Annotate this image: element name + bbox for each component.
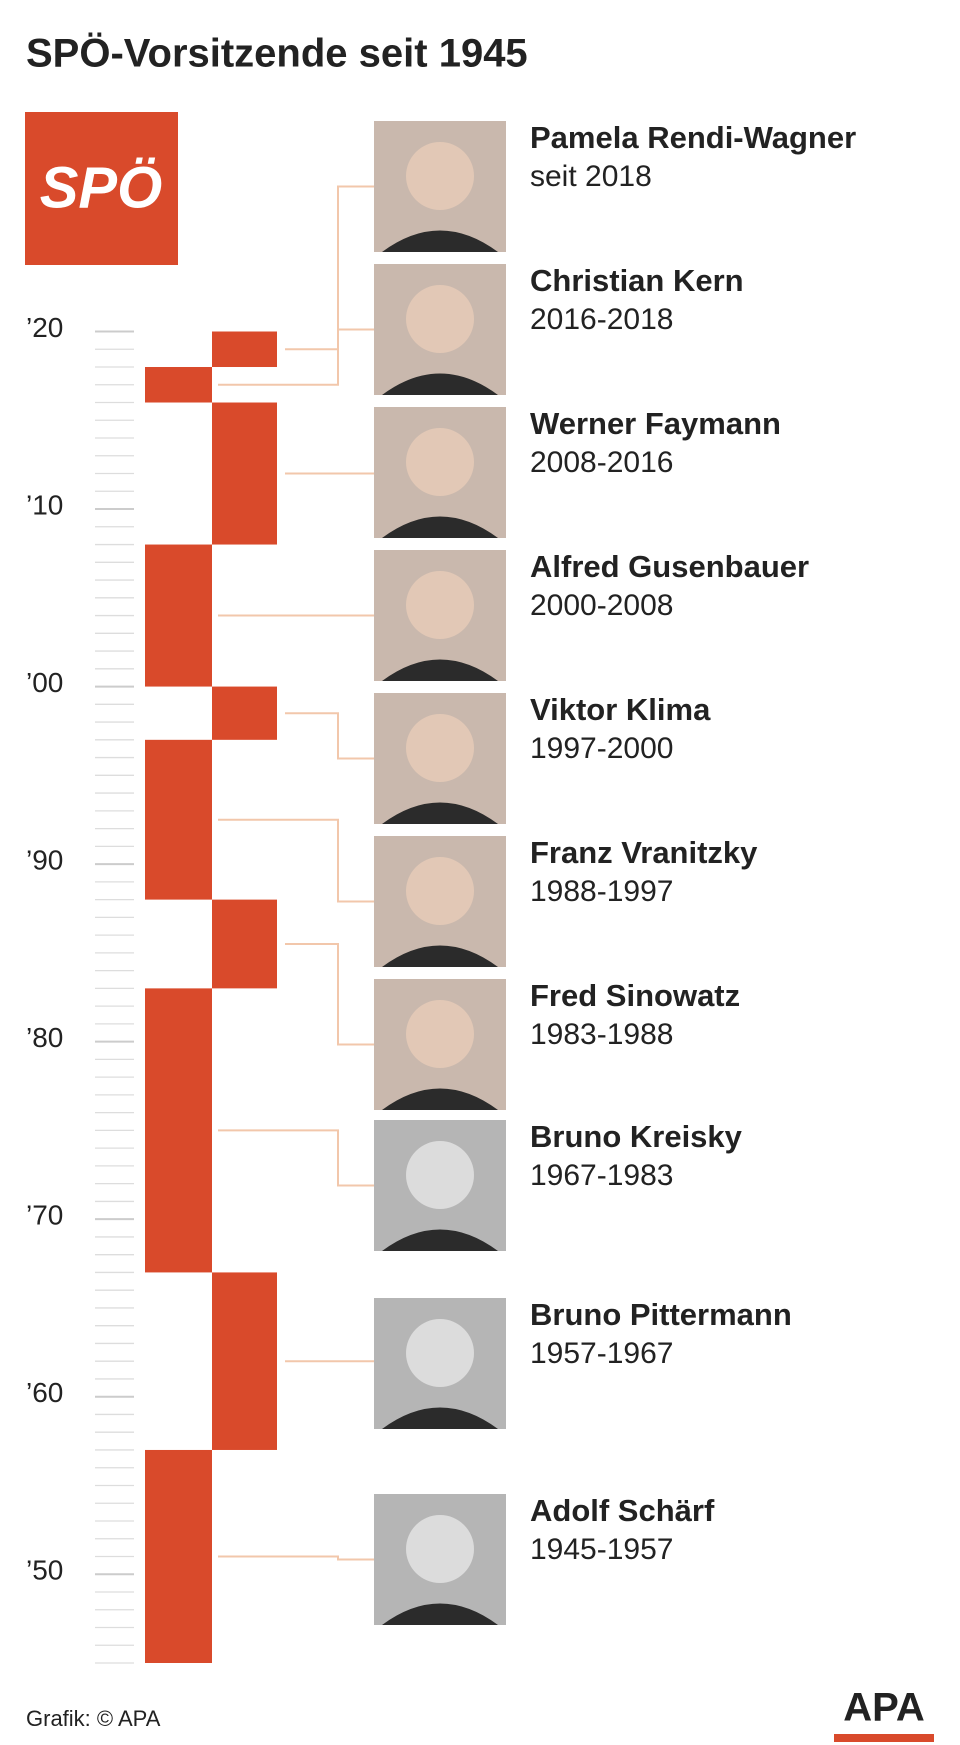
logo-text: SPÖ: [40, 155, 163, 220]
portrait-head: [406, 428, 474, 496]
portrait-head: [406, 142, 474, 210]
term-bar: [212, 402, 277, 545]
leader-term: 2000-2008: [530, 589, 673, 622]
portrait-body: [382, 1088, 498, 1110]
tick-label: ’80: [26, 1022, 63, 1053]
leader-term: 1997-2000: [530, 732, 673, 765]
leader-name: Alfred Gusenbauer: [530, 549, 809, 584]
leader-name: Franz Vranitzky: [530, 835, 758, 870]
connector: [218, 1129, 374, 1187]
portrait-body: [382, 1603, 498, 1625]
tick-label: ’90: [26, 844, 63, 875]
portrait-body: [382, 373, 498, 395]
tick-label: ’10: [26, 489, 63, 520]
portrait-head: [406, 1515, 474, 1583]
leader-term: 1957-1967: [530, 1337, 673, 1370]
tick-label: ’00: [26, 667, 63, 698]
leader-term: seit 2018: [530, 160, 652, 193]
portrait-head: [406, 1319, 474, 1387]
connector: [218, 1555, 374, 1561]
portrait-head: [406, 714, 474, 782]
portrait-head: [406, 857, 474, 925]
term-bar: [212, 1272, 277, 1450]
leader-name: Bruno Kreisky: [530, 1119, 743, 1154]
footer: Grafik: © APA: [26, 1706, 161, 1731]
term-bar: [212, 331, 277, 368]
connector: [218, 818, 374, 903]
leader-name: Adolf Schärf: [530, 1493, 715, 1528]
term-bar: [145, 1449, 212, 1663]
leader-name: Werner Faymann: [530, 406, 781, 441]
portrait-head: [406, 571, 474, 639]
term-bar: [212, 686, 277, 740]
portrait-body: [382, 659, 498, 681]
portrait-head: [406, 285, 474, 353]
connector: [285, 712, 374, 760]
leader-name: Viktor Klima: [530, 692, 711, 727]
portrait-body: [382, 1229, 498, 1251]
term-bar: [145, 739, 212, 900]
portrait-body: [382, 516, 498, 538]
portrait-body: [382, 1407, 498, 1429]
title: SPÖ-Vorsitzende seit 1945: [26, 31, 528, 76]
leader-name: Bruno Pittermann: [530, 1297, 792, 1332]
portrait-body: [382, 802, 498, 824]
leader-term: 1945-1957: [530, 1533, 673, 1566]
connector: [285, 185, 374, 351]
portrait-head: [406, 1000, 474, 1068]
term-bar: [212, 899, 277, 989]
leader-term: 2008-2016: [530, 446, 673, 479]
tick-label: ’20: [26, 312, 63, 343]
term-bar: [145, 367, 212, 403]
leader-name: Fred Sinowatz: [530, 978, 740, 1013]
logo-box: [25, 112, 178, 265]
term-bar: [145, 988, 212, 1273]
leader-term: 1983-1988: [530, 1018, 673, 1051]
portrait-head: [406, 1141, 474, 1209]
tick-label: ’70: [26, 1200, 63, 1231]
tick-label: ’50: [26, 1555, 63, 1586]
leader-term: 1988-1997: [530, 875, 673, 908]
brand-bar: [834, 1734, 934, 1742]
term-bar: [145, 544, 212, 687]
leader-name: Pamela Rendi-Wagner: [530, 120, 856, 155]
leader-name: Christian Kern: [530, 263, 744, 298]
tick-label: ’60: [26, 1377, 63, 1408]
brand: APA: [843, 1686, 924, 1730]
portrait-body: [382, 945, 498, 967]
leader-term: 1967-1983: [530, 1159, 673, 1192]
portrait-body: [382, 230, 498, 252]
leader-term: 2016-2018: [530, 303, 673, 336]
connector: [218, 328, 374, 386]
connector: [285, 942, 374, 1046]
